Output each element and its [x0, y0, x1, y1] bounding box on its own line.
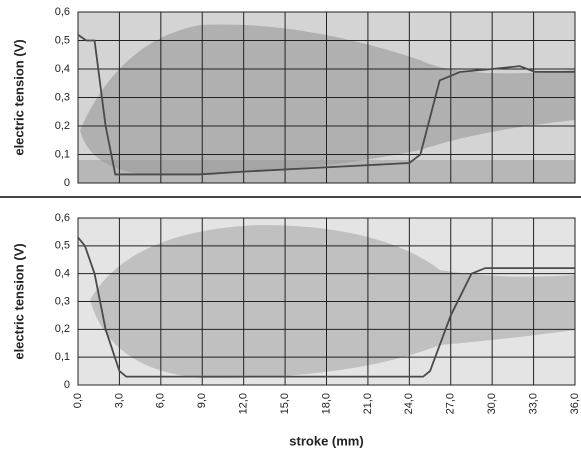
y-tick-label: 0,1	[55, 351, 70, 363]
y-tick-label: 0	[64, 177, 70, 189]
x-tick-label: 15,0	[279, 393, 291, 414]
x-tick-label: 36,0	[569, 393, 581, 414]
x-tick-label: 27,0	[445, 393, 457, 414]
y-tick-label: 0,2	[55, 323, 70, 335]
y-tick-label: 0,3	[55, 295, 70, 307]
x-tick-label: 33,0	[527, 393, 539, 414]
y-tick-label: 0,5	[55, 34, 70, 46]
x-tick-label: 24,0	[403, 393, 415, 414]
y-tick-label: 0,4	[55, 63, 70, 75]
data-line	[77, 236, 575, 378]
y-axis-title: electric tension (V)	[11, 243, 26, 359]
y-tick-label: 0,6	[55, 6, 70, 18]
x-tick-label: 6,0	[155, 393, 167, 408]
y-tick-label: 0,2	[55, 120, 70, 132]
x-tick-label: 30,0	[486, 393, 498, 414]
x-tick-label: 21,0	[362, 393, 374, 414]
x-tick-label: 18,0	[320, 393, 332, 414]
y-tick-label: 0,1	[55, 148, 70, 160]
y-axis-title: electric tension (V)	[11, 39, 26, 155]
y-tick-label: 0,4	[55, 268, 70, 280]
plot-frame	[77, 11, 576, 184]
y-tick-label: 0,3	[55, 91, 70, 103]
x-tick-label: 9,0	[196, 393, 208, 408]
y-tick-label: 0	[64, 379, 70, 391]
y-tick-label: 0,6	[55, 212, 70, 224]
data-line	[77, 34, 575, 176]
x-tick-label: 0,0	[72, 393, 84, 408]
y-tick-label: 0,5	[55, 240, 70, 252]
x-tick-label: 3,0	[113, 393, 125, 408]
x-axis-title: stroke (mm)	[289, 433, 363, 448]
plots: 0 0,1 0,2 0,3 0,4 0,5 0,6 electric tension (V) 0…	[11, 6, 580, 449]
plot-frame	[77, 217, 576, 386]
x-tick-label: 12,0	[238, 393, 250, 414]
